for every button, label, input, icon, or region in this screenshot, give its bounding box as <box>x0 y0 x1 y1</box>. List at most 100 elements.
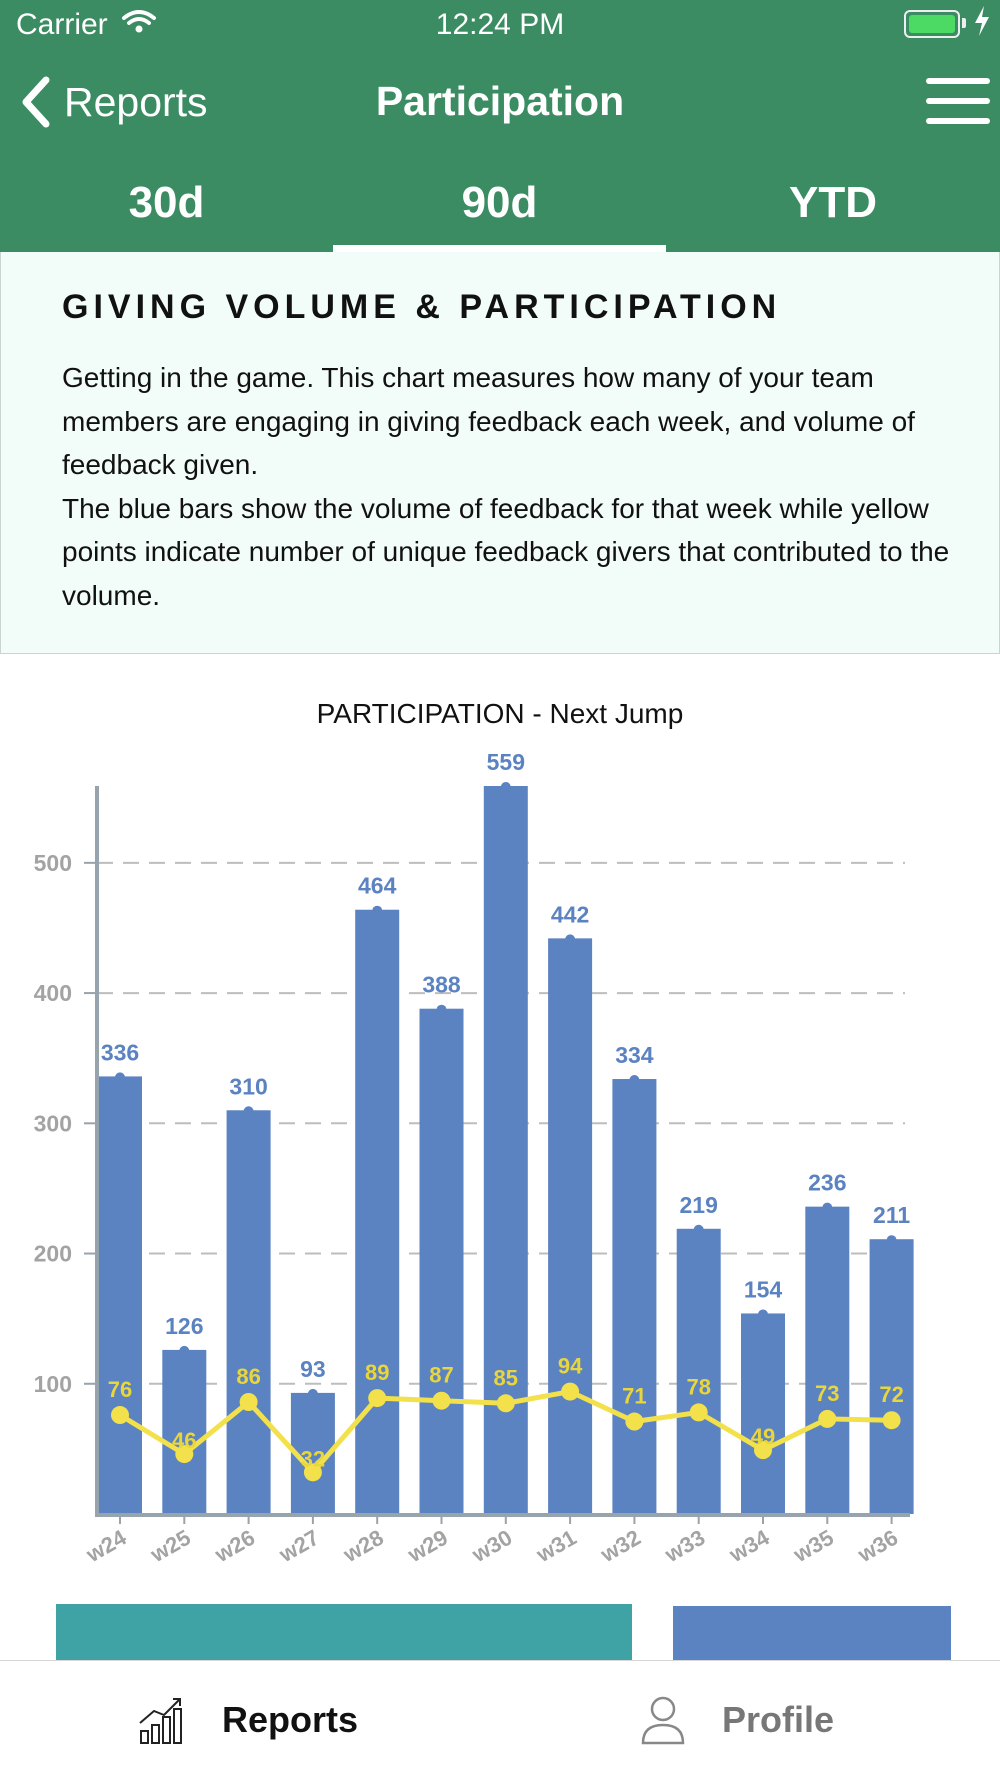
x-tick-label: w25 <box>145 1525 194 1568</box>
participation-point <box>625 1412 644 1431</box>
description-text: Getting in the game. This chart measures… <box>62 356 972 617</box>
status-time: 12:24 PM <box>435 8 565 41</box>
participation-value-label: 85 <box>494 1365 518 1390</box>
tabbar-reports[interactable]: Reports <box>138 1661 358 1779</box>
bar-cap-point <box>243 1106 254 1117</box>
x-tick-label: w32 <box>596 1525 645 1568</box>
bar-value-label: 93 <box>300 1356 326 1382</box>
bar-value-label: 236 <box>808 1170 846 1196</box>
chevron-left-icon <box>22 76 50 128</box>
x-tick-label: w34 <box>724 1524 774 1567</box>
x-tick-label: w26 <box>210 1525 259 1568</box>
bar <box>226 1110 271 1514</box>
top-header: Carrier 12:24 PM Reports Participation <box>0 0 1000 252</box>
participation-point <box>754 1441 772 1460</box>
hamburger-menu-icon[interactable] <box>926 78 990 126</box>
bar-cap-point <box>372 905 383 916</box>
tab-90d[interactable]: 90d <box>333 168 666 252</box>
participation-point <box>689 1403 708 1422</box>
participation-value-label: 87 <box>429 1363 453 1388</box>
participation-value-label: 32 <box>301 1446 325 1471</box>
x-tick-label: w24 <box>81 1524 131 1567</box>
participation-point <box>818 1409 837 1428</box>
bar <box>869 1239 914 1514</box>
back-label: Reports <box>64 78 208 125</box>
bar-value-label: 126 <box>165 1313 203 1339</box>
tabbar-reports-label: Reports <box>222 1699 359 1740</box>
charging-bolt-icon <box>974 6 990 41</box>
bar-cap-point <box>179 1345 190 1356</box>
participation-value-label: 94 <box>558 1354 583 1379</box>
back-button[interactable]: Reports <box>20 74 208 130</box>
participation-point <box>303 1463 322 1482</box>
bar <box>676 1228 721 1514</box>
bar-value-label: 154 <box>744 1276 783 1302</box>
y-tick-label: 500 <box>34 850 72 876</box>
x-tick-label: w30 <box>467 1525 516 1568</box>
participation-point <box>882 1411 901 1430</box>
x-tick-label: w29 <box>403 1525 452 1568</box>
bar-cap-point <box>886 1235 897 1246</box>
participation-point <box>239 1393 258 1411</box>
section-title: GIVING VOLUME & PARTICIPATION <box>62 288 782 326</box>
bar-value-label: 310 <box>229 1073 267 1099</box>
tabbar-profile-label: Profile <box>722 1699 835 1740</box>
bar <box>612 1079 657 1514</box>
tab-ytd-label: YTD <box>789 178 877 227</box>
tabbar-profile[interactable]: Profile <box>640 1661 834 1779</box>
participation-point <box>175 1445 194 1464</box>
y-tick-label: 400 <box>34 980 72 1006</box>
nav-bar: Reports Participation <box>0 60 1000 140</box>
active-tab-indicator <box>333 245 666 252</box>
bar-cap-point <box>307 1388 318 1399</box>
bar-value-label: 442 <box>551 901 589 927</box>
chart-canvas: 100 200 300 400 500 336 126 310 93 464 388 559 442 33… <box>34 749 914 1568</box>
participation-point <box>368 1389 387 1408</box>
chart-title: PARTICIPATION - Next Jump <box>316 698 684 729</box>
bar-value-label: 464 <box>358 873 397 899</box>
bar-cap-point <box>500 782 511 792</box>
bar <box>355 909 400 1514</box>
status-bar: Carrier 12:24 PM <box>0 0 1000 50</box>
tab-30d[interactable]: 30d <box>0 168 333 252</box>
profile-person-icon <box>641 1696 685 1745</box>
participation-value-label: 86 <box>236 1364 260 1389</box>
x-tick-label: w33 <box>660 1525 709 1568</box>
legend-swatch-teal <box>56 1604 632 1660</box>
participation-value-label: 76 <box>108 1377 132 1402</box>
tab-90d-label: 90d <box>461 178 538 227</box>
y-tick-label: 300 <box>34 1110 72 1136</box>
bar-value-label: 388 <box>422 972 461 998</box>
participation-point <box>561 1382 580 1401</box>
bar <box>548 938 593 1514</box>
bar <box>805 1206 850 1514</box>
bar-cap-point <box>115 1072 125 1083</box>
participation-value-label: 72 <box>879 1382 903 1407</box>
participation-point <box>432 1391 451 1410</box>
bar <box>162 1349 207 1514</box>
battery-icon <box>904 10 960 38</box>
tab-30d-label: 30d <box>128 178 205 227</box>
bar-cap-point <box>629 1075 640 1086</box>
tab-ytd[interactable]: YTD <box>666 168 1000 252</box>
bar-cap-point <box>822 1202 833 1213</box>
description-paragraph-2: The blue bars show the volume of feedbac… <box>62 492 950 611</box>
description-paragraph-1: Getting in the game. This chart measures… <box>62 362 915 480</box>
carrier-label: Carrier <box>16 8 108 41</box>
participation-value-label: 71 <box>622 1384 646 1409</box>
battery-nub <box>962 18 966 28</box>
y-tick-label: 200 <box>34 1241 72 1267</box>
x-tick-label: w36 <box>853 1525 902 1568</box>
bar-value-label: 211 <box>873 1202 910 1228</box>
bar-value-label: 219 <box>680 1192 718 1218</box>
wifi-icon <box>122 10 156 39</box>
x-tick-label: w35 <box>788 1525 837 1568</box>
bar-cap-point <box>565 934 576 945</box>
bar-cap-point <box>758 1309 768 1320</box>
bar-value-label: 559 <box>487 749 525 775</box>
bar <box>98 1076 142 1514</box>
bar-cap-point <box>693 1224 704 1235</box>
participation-value-label: 78 <box>686 1374 710 1399</box>
participation-value-label: 89 <box>365 1360 389 1385</box>
description-panel: GIVING VOLUME & PARTICIPATION Getting in… <box>0 252 1000 654</box>
